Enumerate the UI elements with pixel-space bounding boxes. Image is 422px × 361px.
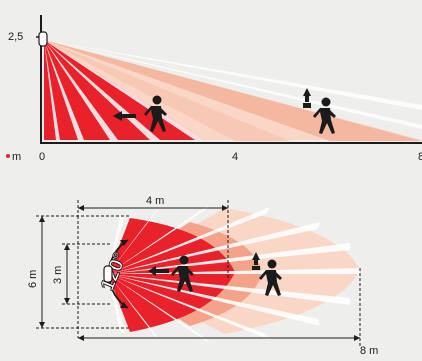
side-tick-label-8: 8 (418, 151, 422, 163)
side-zone-mid (44, 40, 290, 141)
side-tick-label-4: 4 (232, 151, 238, 163)
top-dimension-label: 4 m (146, 195, 164, 207)
up-arrow-icon (303, 88, 311, 102)
unit-dot (6, 154, 10, 158)
side-height-label: 2,5 (8, 31, 23, 43)
side-unit-label: m (12, 151, 21, 163)
top-zone-near (108, 218, 235, 332)
top-view: 120° 4 m 6 m 3 m 8 m (27, 195, 378, 357)
side-view: 2,5 m 0 4 8 (6, 15, 422, 163)
direction-arrow-icon (148, 266, 169, 276)
detector-icon (103, 265, 113, 283)
side-tick-label-0: 0 (39, 151, 45, 163)
left-dimension-label: 6 m (27, 270, 39, 288)
inner-left-dimension-label: 3 m (52, 266, 64, 284)
up-arrow-icon (252, 252, 260, 265)
detector-icon (38, 31, 48, 47)
direction-arrow-icon (113, 111, 136, 121)
bottom-dimension-label: 8 m (360, 345, 378, 356)
